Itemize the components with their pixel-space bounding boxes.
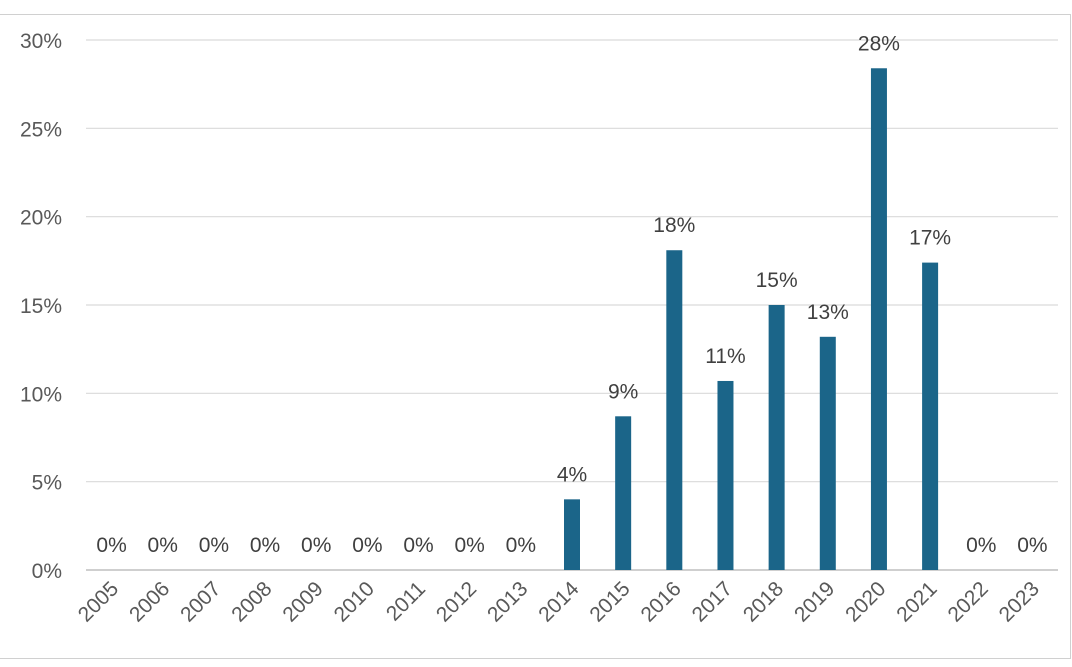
bar-2021	[922, 262, 939, 570]
y-tick-label: 5%	[32, 472, 62, 495]
x-tick-label: 2011	[382, 577, 430, 625]
bars	[564, 68, 939, 571]
data-label-2011: 0%	[403, 534, 433, 557]
bar-2015	[615, 416, 632, 570]
gridlines	[86, 39, 1058, 571]
x-tick-label: 2013	[483, 577, 532, 626]
x-tick-label: 2009	[278, 577, 327, 626]
y-tick-label: 15%	[20, 295, 62, 318]
data-label-2023: 0%	[1017, 534, 1047, 557]
x-tick-label: 2021	[892, 577, 941, 626]
bar-2014	[564, 499, 580, 570]
x-tick-label: 2014	[534, 577, 584, 627]
x-tick-label: 2019	[790, 577, 839, 626]
y-tick-label: 10%	[20, 383, 62, 406]
bar-2017	[717, 380, 734, 570]
y-tick-label: 30%	[20, 30, 62, 53]
data-label-2008: 0%	[250, 534, 280, 557]
data-label-2020: 28%	[858, 32, 900, 55]
data-label-2018: 15%	[756, 269, 798, 292]
x-tick-label: 2023	[995, 577, 1044, 626]
data-label-2010: 0%	[352, 534, 382, 557]
x-tick-label: 2015	[585, 577, 634, 626]
x-tick-label: 2020	[841, 577, 890, 626]
x-tick-label: 2016	[637, 577, 686, 626]
x-tick-label: 2008	[227, 577, 276, 626]
data-label-2016: 18%	[653, 214, 695, 237]
y-tick-label: 20%	[20, 207, 62, 230]
data-label-2019: 13%	[807, 301, 849, 324]
x-tick-label: 2018	[739, 577, 788, 626]
x-tick-label: 2005	[74, 577, 123, 626]
x-tick-label: 2022	[944, 577, 993, 626]
bar-2016	[666, 250, 683, 570]
x-tick-label: 2007	[176, 577, 225, 626]
y-tick-label: 25%	[20, 118, 62, 141]
data-label-2015: 9%	[608, 380, 638, 403]
data-label-2005: 0%	[96, 534, 126, 557]
data-label-2012: 0%	[455, 534, 485, 557]
y-tick-label: 0%	[32, 560, 62, 583]
bar-2018	[768, 305, 785, 570]
data-label-2006: 0%	[148, 534, 178, 557]
bar-2020	[870, 68, 887, 571]
data-label-2017: 11%	[705, 345, 745, 368]
x-tick-label: 2006	[125, 577, 174, 626]
x-axis-ticks: 2005 2006 2007 2008 2009 2010 2011 2012 2013 2014…	[74, 577, 1044, 627]
x-tick-label: 2017	[688, 577, 737, 626]
data-label-2014: 4%	[557, 463, 587, 486]
x-tick-label: 2010	[330, 577, 379, 626]
data-labels: 0% 0% 0% 0% 0% 0% 0% 0% 0% 4% 9% 18% 11% 15% 13% 28% 17%…	[96, 32, 1047, 557]
x-tick-label: 2012	[432, 577, 481, 626]
y-axis-ticks: 0% 5% 10% 15% 20% 25% 30%	[20, 30, 62, 583]
chart-frame	[0, 14, 1071, 659]
bar-2019	[819, 336, 836, 570]
data-label-2007: 0%	[199, 534, 229, 557]
data-label-2013: 0%	[506, 534, 536, 557]
data-label-2009: 0%	[301, 534, 331, 557]
data-label-2021: 17%	[909, 227, 951, 250]
data-label-2022: 0%	[966, 534, 996, 557]
